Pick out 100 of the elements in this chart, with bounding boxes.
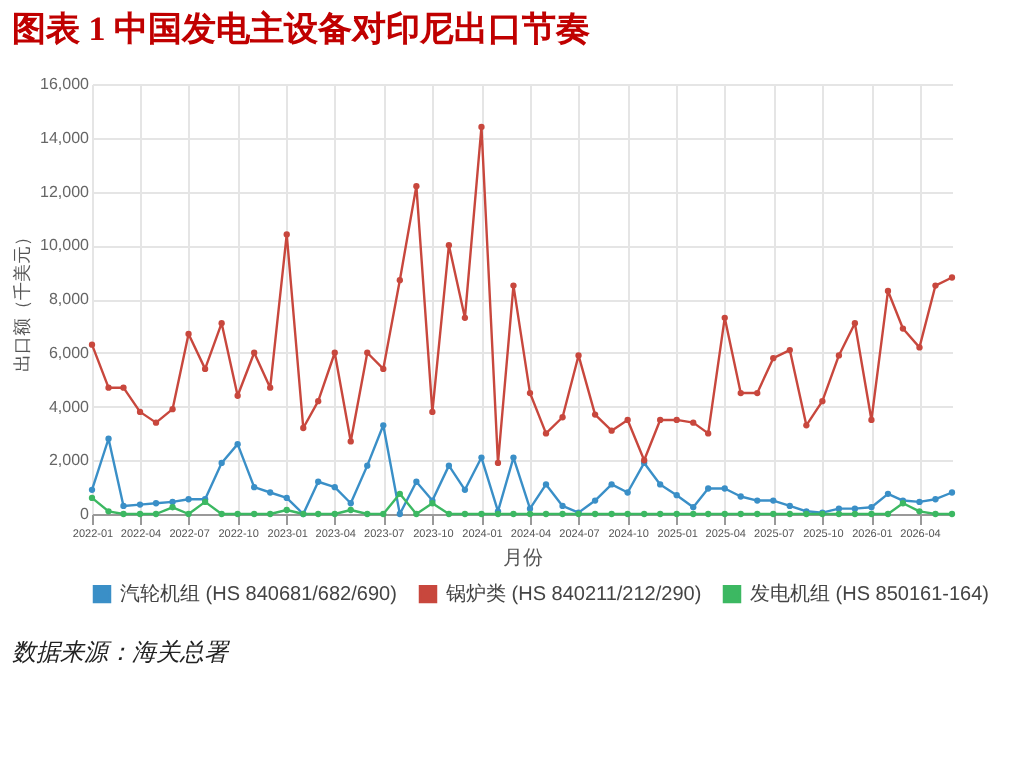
point: [591, 497, 599, 504]
point: [526, 389, 534, 397]
point: [835, 352, 843, 359]
y-tick-label: 0: [80, 505, 91, 523]
point: [770, 354, 777, 362]
point: [136, 501, 144, 508]
point: [868, 510, 875, 518]
point: [624, 489, 631, 496]
point: [526, 510, 534, 518]
point: [331, 349, 338, 356]
point: [169, 406, 176, 413]
point: [916, 498, 923, 506]
point: [315, 478, 322, 485]
point: [413, 182, 420, 190]
point: [835, 510, 843, 518]
x-axis-title: 月份: [503, 548, 543, 570]
point: [948, 274, 956, 281]
point: [169, 498, 176, 506]
point: [478, 454, 485, 461]
point: [136, 510, 144, 518]
point: [331, 510, 338, 518]
point: [267, 489, 274, 496]
point: [331, 483, 338, 491]
point: [234, 392, 241, 399]
point: [690, 510, 697, 518]
point: [851, 510, 859, 518]
point: [445, 510, 453, 518]
point: [673, 510, 680, 518]
point: [300, 424, 307, 432]
point: [754, 389, 761, 397]
source-note: 数据来源：海关总署: [12, 638, 232, 666]
point: [884, 510, 892, 518]
point: [315, 510, 322, 518]
point: [673, 416, 680, 424]
chart-title: 图表 1 中国发电主设备对印尼出口节奏: [12, 10, 590, 48]
point: [591, 411, 599, 418]
point: [251, 349, 258, 356]
point: [819, 397, 826, 405]
point: [770, 497, 777, 504]
point: [932, 282, 939, 289]
point: [396, 510, 403, 518]
y-tick-label: 6,000: [48, 343, 91, 362]
point: [608, 481, 615, 488]
point: [510, 282, 517, 289]
point: [948, 489, 956, 496]
point: [347, 438, 354, 445]
point: [267, 510, 274, 518]
point: [721, 510, 728, 518]
point: [380, 422, 387, 429]
y-tick-label: 2,000: [48, 451, 91, 470]
point: [413, 510, 420, 518]
point: [267, 384, 274, 391]
point: [542, 510, 550, 518]
y-axis-title: 出口额（千美元）: [12, 228, 33, 372]
point: [510, 454, 517, 461]
point: [932, 496, 939, 503]
point: [916, 508, 923, 515]
point: [673, 492, 680, 499]
point: [445, 462, 453, 469]
y-tick-label: 8,000: [48, 290, 91, 308]
point: [218, 320, 225, 327]
point: [884, 287, 892, 295]
point: [510, 510, 517, 518]
point: [575, 352, 582, 359]
point: [932, 510, 939, 518]
point: [657, 510, 664, 518]
y-tick-label: 14,000: [40, 128, 91, 147]
point: [705, 485, 712, 492]
point: [251, 510, 258, 518]
legend-label: 锅炉类 (HS 840211/212/290): [444, 582, 702, 607]
point: [152, 419, 160, 426]
point: [120, 510, 127, 518]
point: [380, 365, 387, 373]
point: [136, 408, 144, 416]
point: [478, 123, 485, 131]
point: [105, 435, 112, 442]
point: [559, 414, 566, 421]
point: [705, 510, 712, 518]
point: [283, 506, 290, 514]
point: [948, 510, 956, 518]
point: [754, 510, 761, 518]
point: [916, 344, 923, 351]
point: [786, 346, 793, 354]
point: [185, 330, 192, 338]
point: [251, 483, 258, 491]
point: [234, 440, 241, 448]
point: [283, 231, 290, 238]
point: [559, 502, 566, 510]
point: [657, 481, 664, 488]
point: [396, 277, 403, 284]
point: [868, 504, 875, 511]
legend-label: 发电机组 (HS 850161-164): [750, 582, 989, 607]
point: [542, 430, 550, 437]
point: [786, 502, 793, 510]
point: [657, 416, 664, 424]
point: [851, 505, 859, 512]
point: [445, 242, 453, 249]
point: [152, 510, 160, 518]
point: [88, 486, 96, 493]
point: [120, 502, 127, 510]
